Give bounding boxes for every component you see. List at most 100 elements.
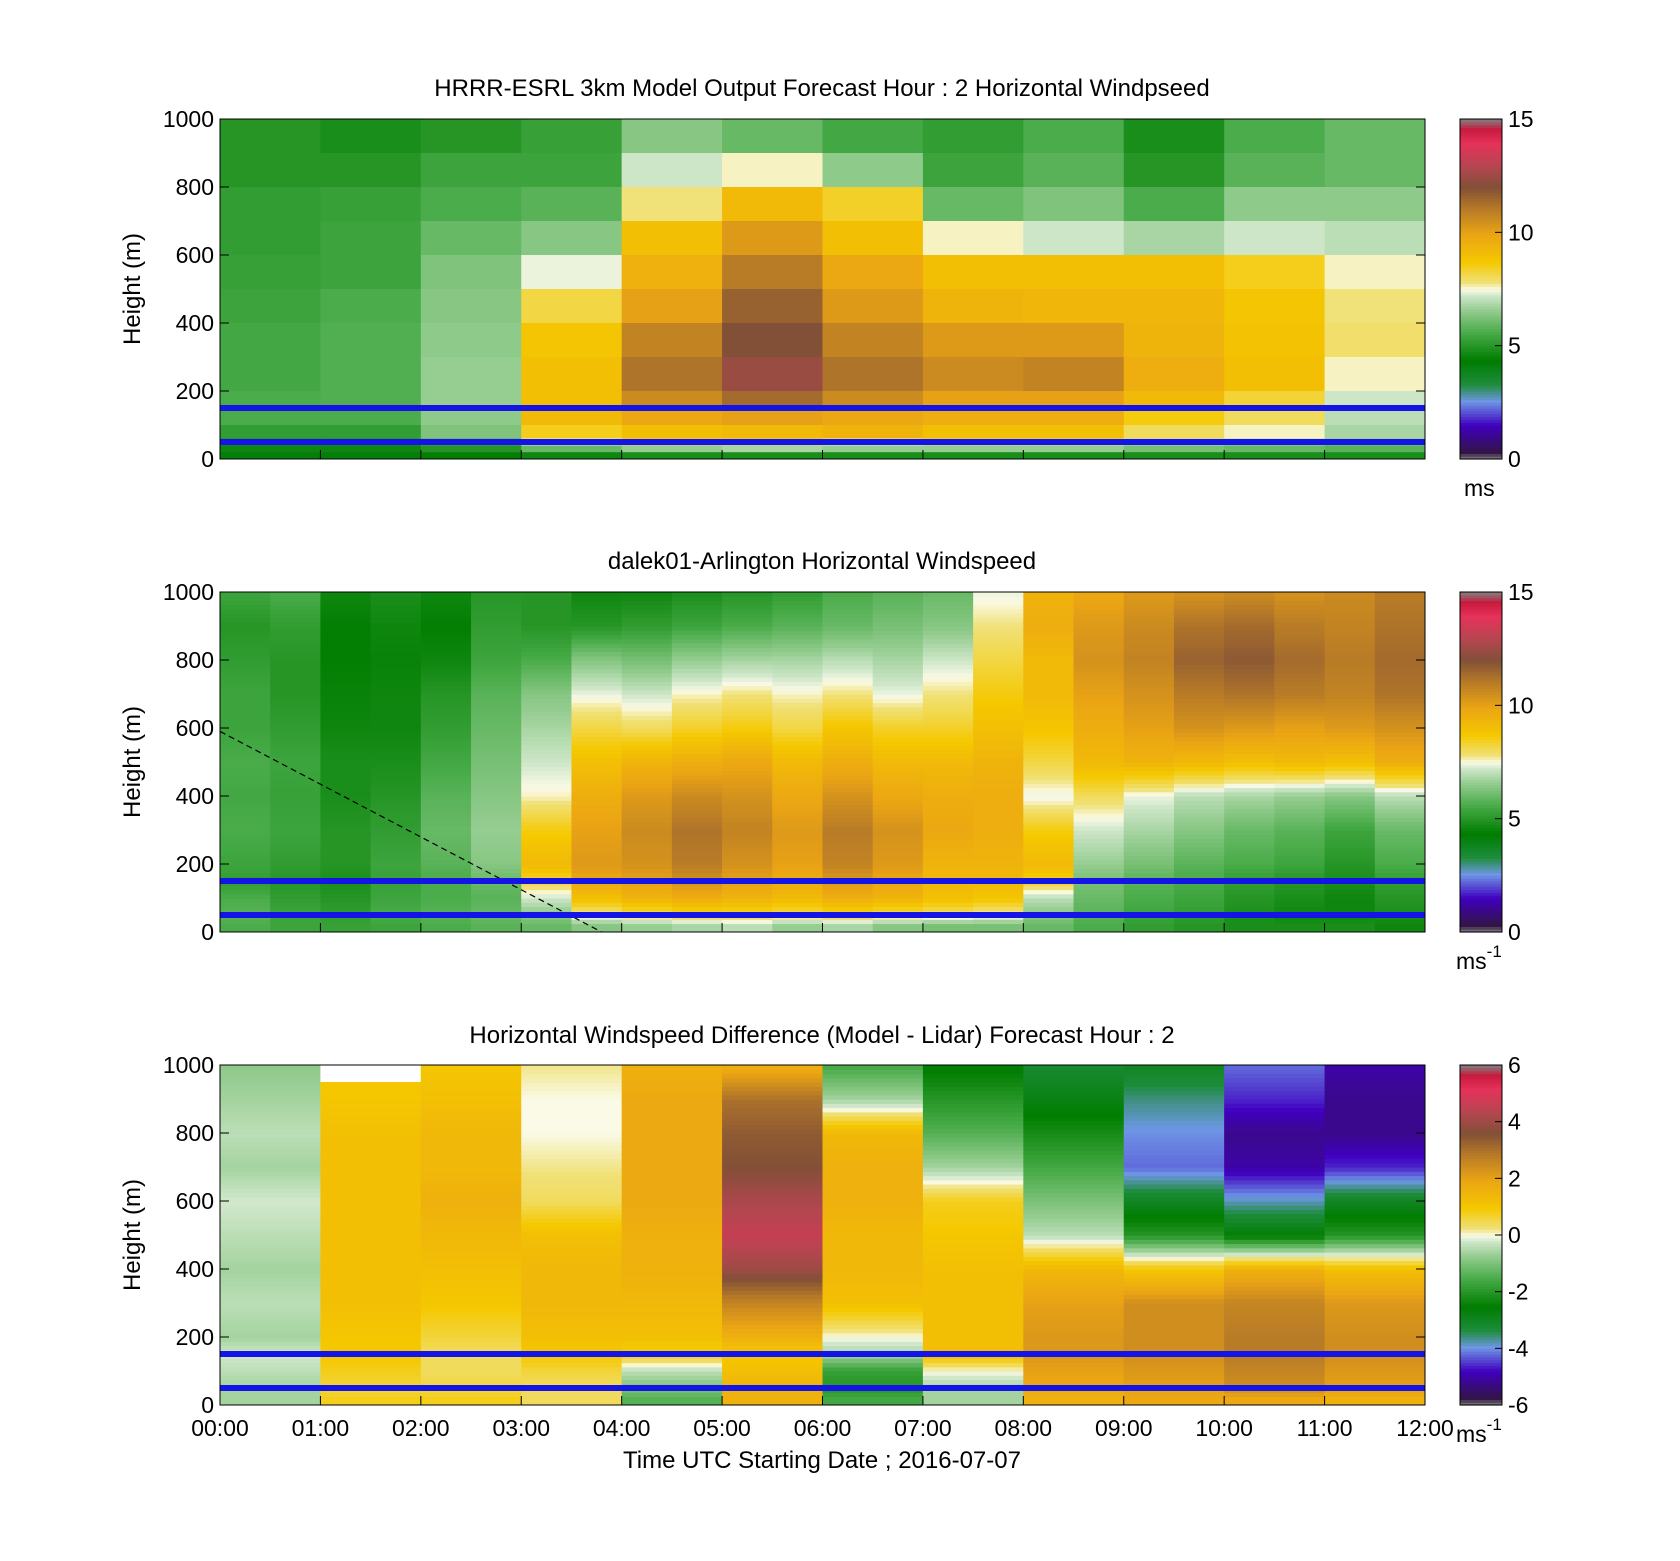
heatmap-cell [370,621,422,627]
heatmap-cell [1073,694,1125,699]
heatmap-cell [1123,711,1175,716]
heatmap-cell [1374,813,1425,818]
heatmap-cell [1224,1324,1326,1330]
heatmap-cell [1073,783,1125,789]
heatmap-cell [1374,817,1425,823]
heatmap-cell [822,1375,924,1381]
heatmap-cell [420,664,472,670]
x-tick-label: 00:00 [191,1415,249,1441]
heatmap-cell [872,736,924,742]
heatmap-cell [220,732,271,738]
heatmap-cell [621,357,723,392]
heatmap-cell [722,902,773,908]
heatmap-cell [220,927,271,932]
heatmap-cell [822,740,874,746]
heatmap-cell [722,221,824,256]
heatmap-cell [621,596,673,602]
heatmap-cell [822,681,874,687]
heatmap-cell [722,698,773,704]
colorbar-segment [1460,1269,1502,1273]
heatmap-cell [1274,681,1326,687]
colorbar-segment [1460,201,1502,205]
heatmap-cell [671,800,723,806]
heatmap-cell [772,655,824,661]
heatmap-cell [1274,889,1326,895]
heatmap-cell [220,796,271,801]
heatmap-cell [1073,885,1125,891]
heatmap-cell [420,774,472,780]
heatmap-cell [420,1230,522,1236]
heatmap-cell [973,851,1024,857]
heatmap-cell [1073,621,1125,627]
y-tick-label: 0 [201,919,214,945]
heatmap-cell [822,1103,924,1109]
heatmap-cell [1274,855,1326,861]
heatmap-cell [521,647,573,653]
heatmap-cell [621,889,673,895]
colorbar-segment [1460,1220,1502,1225]
heatmap-cell [872,634,924,640]
heatmap-cell [220,689,271,695]
heatmap-cell [1023,630,1075,636]
heatmap-cell [1324,677,1376,682]
heatmap-cell [370,617,422,623]
heatmap-cell [370,655,422,661]
heatmap-cell [1023,762,1075,767]
heatmap-cell [220,864,271,869]
heatmap-cell [1023,1111,1125,1117]
heatmap-cell [621,906,673,912]
heatmap-cell [1274,787,1326,793]
heatmap-cell [922,1196,1024,1202]
heatmap-cell [1023,1086,1125,1092]
colorbar-segment [1460,303,1502,307]
heatmap-cell [220,834,271,840]
heatmap-cell [1123,702,1175,708]
heatmap-cell [471,604,522,610]
heatmap-cell [1324,1099,1425,1104]
heatmap-cell [621,1230,723,1236]
heatmap-cell [1023,838,1075,844]
colorbar-segment [1460,614,1502,619]
heatmap-cell [521,1201,623,1206]
heatmap-cell [420,1256,522,1262]
heatmap-cell [220,621,271,627]
heatmap-cell [521,766,573,772]
heatmap-cell [320,1133,422,1138]
heatmap-cell [420,187,522,222]
colorbar-segment [1460,1294,1502,1298]
heatmap-cell [571,766,623,772]
heatmap-cell [671,732,723,738]
heatmap-cell [872,864,924,869]
heatmap-cell [822,1239,924,1245]
heatmap-cell [1023,1094,1125,1100]
heatmap-cell [571,745,623,750]
colorbar-segment [1460,611,1502,616]
heatmap-cell [1374,596,1425,602]
heatmap-cell [722,609,773,614]
colorbar-segment [1460,1243,1502,1247]
heatmap-cell [822,1065,924,1070]
heatmap-cell [1023,1345,1125,1351]
heatmap-cell [420,893,472,899]
heatmap-cell [822,445,924,453]
heatmap-cell [1073,672,1125,678]
heatmap-cell [722,1264,824,1270]
colorbar-segment [1460,277,1502,282]
heatmap-cell [872,668,924,674]
heatmap-cell [922,1273,1024,1279]
heatmap-cell [722,1082,824,1087]
heatmap-cell [1023,821,1075,827]
heatmap-cell [370,889,422,895]
heatmap-cell [320,1094,422,1100]
heatmap-cell [922,1209,1024,1215]
heatmap-cell [1324,770,1376,776]
heatmap-cell [270,613,322,619]
heatmap-cell [571,753,623,759]
heatmap-cell [420,740,472,746]
heatmap-cell [220,1162,322,1168]
heatmap-cell [320,749,372,755]
heatmap-cell [320,596,372,602]
heatmap-cell [1324,1120,1425,1126]
heatmap-cell [1374,766,1425,772]
heatmap-cell [370,634,422,640]
